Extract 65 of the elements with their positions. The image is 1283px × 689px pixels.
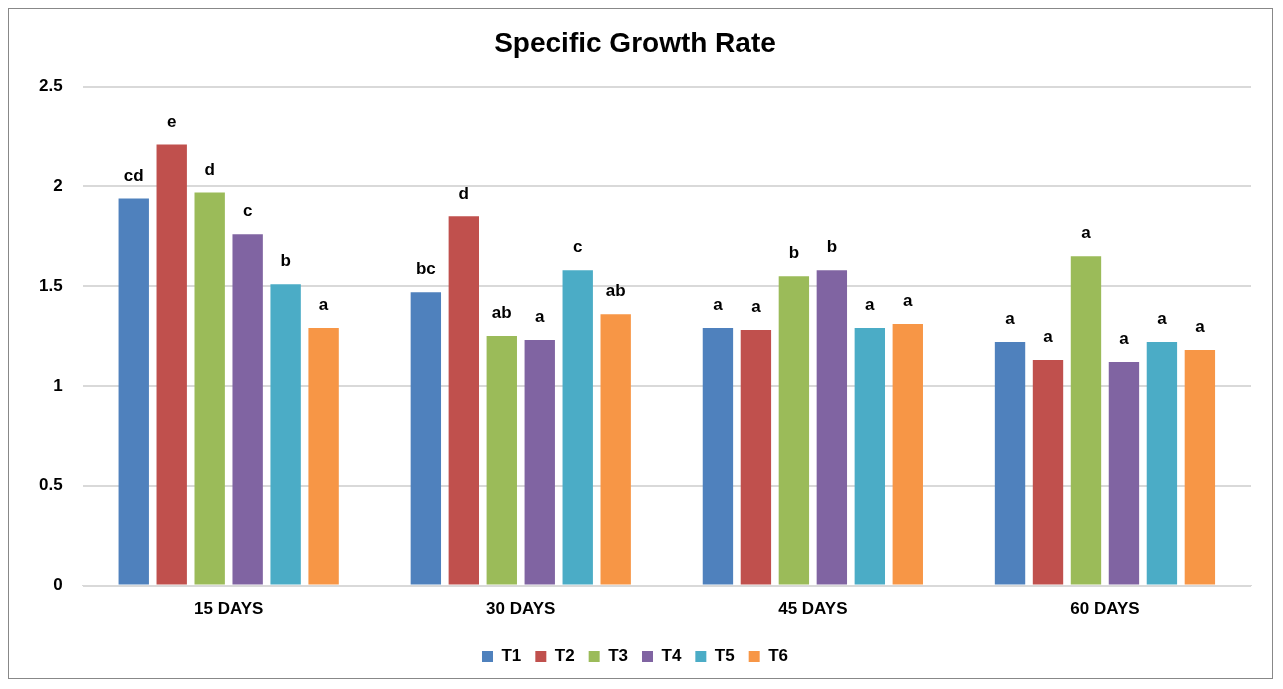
data-label: c — [572, 237, 583, 257]
data-label: a — [318, 295, 329, 315]
data-label: a — [903, 291, 914, 311]
bar — [232, 234, 263, 585]
x-tick-label: 45 DAYS — [778, 599, 848, 619]
bar — [994, 342, 1026, 585]
data-label: a — [865, 295, 876, 315]
bar — [816, 270, 848, 585]
data-label: b — [826, 237, 838, 257]
legend-label: T5 — [714, 646, 735, 666]
data-label: a — [535, 307, 546, 327]
legend-label: T4 — [661, 646, 682, 666]
bar — [1070, 256, 1102, 585]
data-label: a — [1081, 223, 1092, 243]
bar — [524, 340, 555, 585]
data-label: a — [1043, 327, 1054, 347]
data-label: cd — [123, 165, 144, 185]
bar — [562, 270, 593, 585]
data-label: a — [751, 297, 762, 317]
bar — [892, 324, 923, 585]
bar — [194, 192, 225, 585]
legend-label: T6 — [768, 646, 789, 666]
legend-label: T3 — [608, 646, 628, 666]
x-tick-label: 60 DAYS — [1070, 599, 1140, 619]
data-label: e — [166, 111, 177, 131]
bar — [308, 328, 339, 585]
data-label: a — [1005, 309, 1016, 329]
y-tick-label: 1.5 — [38, 275, 63, 295]
bar — [854, 328, 886, 585]
y-tick-label: 1 — [53, 375, 63, 395]
x-tick-label: 30 DAYS — [486, 599, 556, 619]
data-label: c — [242, 201, 253, 221]
data-label: d — [204, 159, 215, 179]
data-label: b — [280, 251, 291, 271]
bar — [1108, 362, 1140, 585]
data-label: a — [1119, 329, 1130, 349]
bar — [1032, 360, 1064, 585]
data-label: ab — [491, 303, 512, 323]
chart-title: Specific Growth Rate — [494, 26, 776, 58]
data-label: a — [713, 295, 724, 315]
legend-label: T2 — [554, 646, 575, 666]
bar — [410, 292, 442, 585]
x-tick-label: 15 DAYS — [194, 599, 264, 619]
data-label: a — [1157, 309, 1168, 329]
y-tick-label: 0 — [53, 575, 63, 595]
bar — [118, 198, 149, 585]
bar — [448, 216, 479, 585]
y-tick-label: 2 — [53, 176, 63, 196]
bar — [1184, 350, 1216, 585]
bar — [778, 276, 810, 585]
bar — [1146, 342, 1178, 585]
bar — [740, 330, 772, 585]
legend-label: T1 — [501, 646, 522, 666]
bar — [702, 328, 734, 585]
bar — [600, 314, 631, 585]
y-tick-label: 0.5 — [38, 475, 63, 495]
bar — [156, 144, 187, 585]
data-label: bc — [415, 259, 436, 279]
bar — [486, 336, 517, 585]
data-label: a — [1195, 317, 1206, 337]
data-label: ab — [605, 281, 626, 301]
data-label: d — [458, 183, 470, 203]
data-label: b — [788, 243, 800, 263]
y-tick-label: 2.5 — [38, 76, 63, 96]
bar — [270, 284, 301, 585]
